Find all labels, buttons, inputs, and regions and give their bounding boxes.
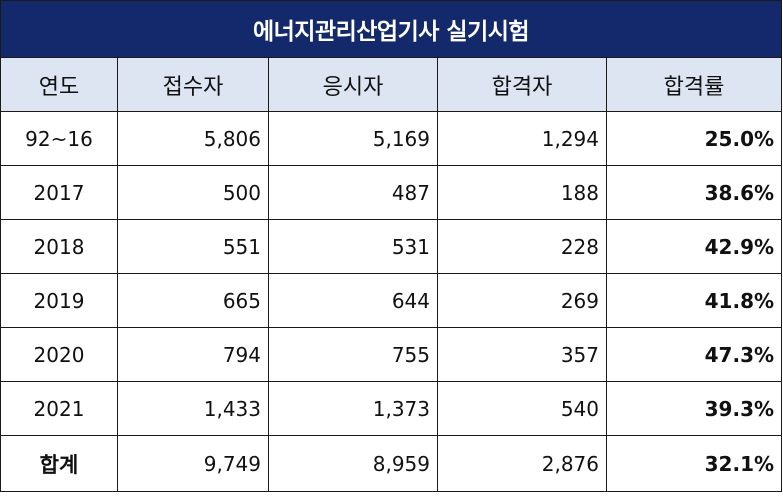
table-row: 2021 1,433 1,373 540 39.3% [0, 381, 783, 436]
year-cell: 2020 [0, 327, 118, 382]
total-examinees-cell: 8,959 [268, 435, 438, 492]
applicants-cell: 5,806 [117, 111, 269, 166]
examinees-cell: 755 [268, 327, 438, 382]
table-row: 2017 500 487 188 38.6% [0, 165, 783, 220]
examinees-cell: 5,169 [268, 111, 438, 166]
table-title: 에너지관리산업기사 실기시험 [0, 0, 783, 58]
table-row: 2019 665 644 269 41.8% [0, 273, 783, 328]
passed-cell: 228 [437, 219, 607, 274]
passed-cell: 357 [437, 327, 607, 382]
year-cell: 2017 [0, 165, 118, 220]
total-pass-rate-cell: 32.1% [605, 435, 783, 492]
title-row: 에너지관리산업기사 실기시험 [0, 0, 783, 58]
applicants-cell: 665 [117, 273, 269, 328]
applicants-cell: 794 [117, 327, 269, 382]
pass-rate-cell: 41.8% [605, 273, 783, 328]
table-row: 92~16 5,806 5,169 1,294 25.0% [0, 111, 783, 166]
pass-rate-cell: 42.9% [605, 219, 783, 274]
total-label: 합계 [0, 435, 118, 492]
header-row: 연도 접수자 응시자 합격자 합격률 [0, 57, 783, 112]
column-header-examinees: 응시자 [268, 57, 438, 112]
pass-rate-cell: 38.6% [605, 165, 783, 220]
total-passed-cell: 2,876 [437, 435, 607, 492]
passed-cell: 188 [437, 165, 607, 220]
passed-cell: 269 [437, 273, 607, 328]
pass-rate-cell: 25.0% [605, 111, 783, 166]
applicants-cell: 551 [117, 219, 269, 274]
year-cell: 2021 [0, 381, 118, 436]
column-header-applicants: 접수자 [117, 57, 269, 112]
year-cell: 92~16 [0, 111, 118, 166]
examinees-cell: 644 [268, 273, 438, 328]
examinees-cell: 531 [268, 219, 438, 274]
column-header-pass-rate: 합격률 [605, 57, 783, 112]
pass-rate-cell: 47.3% [605, 327, 783, 382]
total-applicants-cell: 9,749 [117, 435, 269, 492]
column-header-passed: 합격자 [437, 57, 607, 112]
table-row: 2020 794 755 357 47.3% [0, 327, 783, 382]
applicants-cell: 1,433 [117, 381, 269, 436]
passed-cell: 1,294 [437, 111, 607, 166]
table-row: 2018 551 531 228 42.9% [0, 219, 783, 274]
examinees-cell: 487 [268, 165, 438, 220]
total-row: 합계 9,749 8,959 2,876 32.1% [0, 435, 783, 492]
year-cell: 2018 [0, 219, 118, 274]
applicants-cell: 500 [117, 165, 269, 220]
examinees-cell: 1,373 [268, 381, 438, 436]
passed-cell: 540 [437, 381, 607, 436]
year-cell: 2019 [0, 273, 118, 328]
column-header-year: 연도 [0, 57, 118, 112]
pass-rate-cell: 39.3% [605, 381, 783, 436]
